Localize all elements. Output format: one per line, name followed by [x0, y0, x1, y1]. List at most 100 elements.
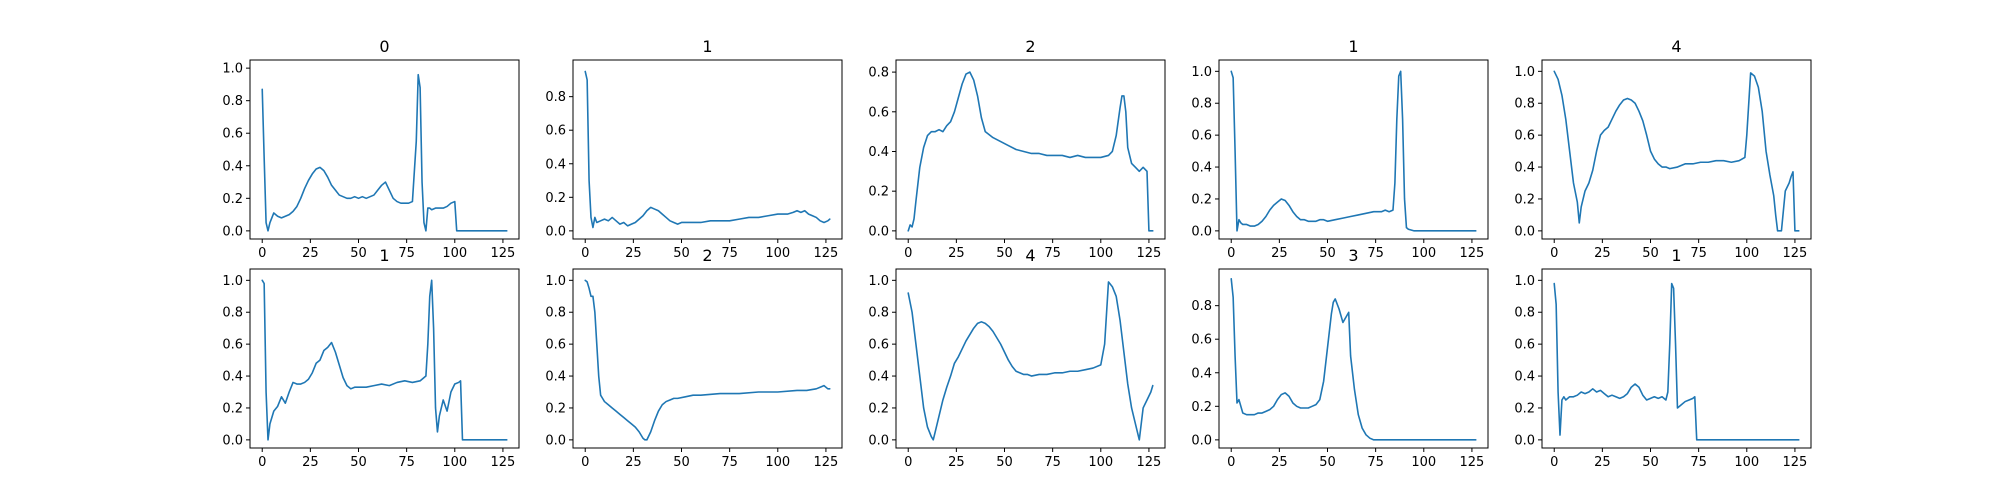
x-tick-label: 75	[1044, 246, 1061, 261]
y-tick-label: 0.2	[868, 401, 889, 416]
x-tick-label: 25	[948, 246, 965, 261]
y-tick-label: 0.8	[1191, 299, 1212, 314]
x-tick-label: 100	[1734, 246, 1759, 261]
y-tick-label: 0.6	[1191, 129, 1212, 144]
y-tick-label: 1.0	[545, 274, 566, 289]
y-tick-label: 1.0	[1191, 65, 1212, 80]
x-tick-label: 25	[1594, 246, 1611, 261]
y-tick-label: 0.0	[1514, 224, 1535, 239]
subplot-9: 3 0 25 50 75 100 125 0.0 0.2 0.4 0.6 0.8	[1191, 246, 1489, 470]
subplot-title: 1	[702, 37, 712, 56]
x-tick-label: 0	[258, 246, 266, 261]
y-tick-label: 0.4	[1514, 370, 1535, 385]
x-tick-label: 50	[1319, 246, 1336, 261]
x-tick-label: 0	[1550, 246, 1558, 261]
x-tick-label: 75	[398, 455, 415, 470]
y-tick-label: 0.6	[868, 105, 889, 120]
subplot-2: 1 0 25 50 75 100 125 0.0 0.2 0.4 0.6 0.8	[545, 37, 843, 261]
x-tick-label: 100	[442, 246, 467, 261]
axes-frame	[249, 268, 520, 449]
y-tick-label: 0.8	[1514, 97, 1535, 112]
y-tick-label: 0.4	[222, 159, 243, 174]
y-tick-label: 1.0	[868, 274, 889, 289]
x-tick-label: 25	[948, 455, 965, 470]
y-tick-label: 0.6	[545, 124, 566, 139]
x-tick-label: 0	[258, 455, 266, 470]
subplot-8: 4 0 25 50 75 100 125 0.0 0.2 0.4 0.6 0.8 1.0	[868, 246, 1166, 470]
axes-frame	[1218, 268, 1489, 449]
y-tick-label: 0.0	[1191, 433, 1212, 448]
x-tick-label: 25	[302, 246, 319, 261]
x-tick-label: 50	[1319, 455, 1336, 470]
y-tick-label: 0.2	[868, 185, 889, 200]
series-line	[261, 73, 508, 232]
x-tick-label: 50	[1642, 455, 1659, 470]
subplot-title: 1	[1348, 37, 1358, 56]
y-tick-label: 0.8	[222, 306, 243, 321]
x-tick-label: 0	[904, 246, 912, 261]
subplot-title: 3	[1348, 246, 1358, 265]
y-tick-label: 1.0	[222, 62, 243, 77]
x-tick-label: 125	[1137, 455, 1162, 470]
series-line	[907, 71, 1154, 232]
x-tick-label: 125	[814, 246, 839, 261]
y-tick-label: 0.4	[545, 370, 566, 385]
x-tick-label: 75	[398, 246, 415, 261]
x-tick-label: 100	[1411, 246, 1436, 261]
axes-frame	[1541, 268, 1812, 449]
y-tick-label: 0.4	[222, 370, 243, 385]
y-tick-label: 0.8	[868, 66, 889, 81]
x-tick-label: 50	[350, 455, 367, 470]
subplot-4: 1 0 25 50 75 100 125 0.0 0.2 0.4 0.6 0.8 1.0	[1191, 37, 1489, 261]
x-tick-label: 50	[996, 246, 1013, 261]
x-tick-label: 100	[442, 455, 467, 470]
x-tick-label: 125	[1783, 246, 1808, 261]
y-tick-label: 0.2	[545, 401, 566, 416]
y-tick-label: 0.6	[222, 338, 243, 353]
x-tick-label: 25	[625, 455, 642, 470]
y-tick-label: 0.6	[222, 127, 243, 142]
y-tick-label: 0.6	[868, 338, 889, 353]
x-tick-label: 75	[721, 246, 738, 261]
x-tick-label: 75	[721, 455, 738, 470]
subplot-1: 0 0 25 50 75 100 125 0.0 0.2 0.4 0.6 0.8 1.0	[222, 37, 520, 261]
x-tick-label: 25	[1271, 455, 1288, 470]
series-line	[1553, 70, 1800, 232]
x-tick-label: 0	[1227, 246, 1235, 261]
x-tick-label: 0	[904, 455, 912, 470]
y-tick-label: 0.2	[1191, 400, 1212, 415]
x-tick-label: 0	[1550, 455, 1558, 470]
x-tick-label: 50	[350, 246, 367, 261]
x-tick-label: 125	[491, 455, 516, 470]
x-tick-label: 75	[1367, 246, 1384, 261]
y-tick-label: 0.8	[545, 306, 566, 321]
y-tick-label: 0.4	[1191, 366, 1212, 381]
x-tick-label: 125	[1460, 455, 1485, 470]
y-tick-label: 0.0	[1514, 433, 1535, 448]
subplot-10: 1 0 25 50 75 100 125 0.0 0.2 0.4 0.6 0.8 1.0	[1514, 246, 1812, 470]
y-tick-label: 0.0	[1191, 224, 1212, 239]
x-tick-label: 100	[1734, 455, 1759, 470]
x-tick-label: 100	[765, 455, 790, 470]
series-line	[1230, 278, 1477, 441]
axes-frame	[1541, 59, 1812, 240]
subplot-title: 1	[379, 246, 389, 265]
axes-frame	[895, 268, 1166, 449]
x-tick-label: 50	[673, 246, 690, 261]
y-tick-label: 0.0	[868, 433, 889, 448]
series-line	[907, 281, 1154, 441]
y-tick-label: 0.2	[545, 191, 566, 206]
y-tick-label: 0.8	[222, 94, 243, 109]
x-tick-label: 75	[1690, 246, 1707, 261]
y-tick-label: 0.4	[1514, 161, 1535, 176]
y-tick-label: 1.0	[1514, 274, 1535, 289]
x-tick-label: 100	[1411, 455, 1436, 470]
series-line	[1230, 70, 1477, 232]
y-tick-label: 0.8	[545, 90, 566, 105]
x-tick-label: 25	[1594, 455, 1611, 470]
subplot-title: 2	[1025, 37, 1035, 56]
x-tick-label: 25	[1271, 246, 1288, 261]
subplot-3: 2 0 25 50 75 100 125 0.0 0.2 0.4 0.6 0.8	[868, 37, 1166, 261]
x-tick-label: 75	[1690, 455, 1707, 470]
x-tick-label: 50	[996, 455, 1013, 470]
